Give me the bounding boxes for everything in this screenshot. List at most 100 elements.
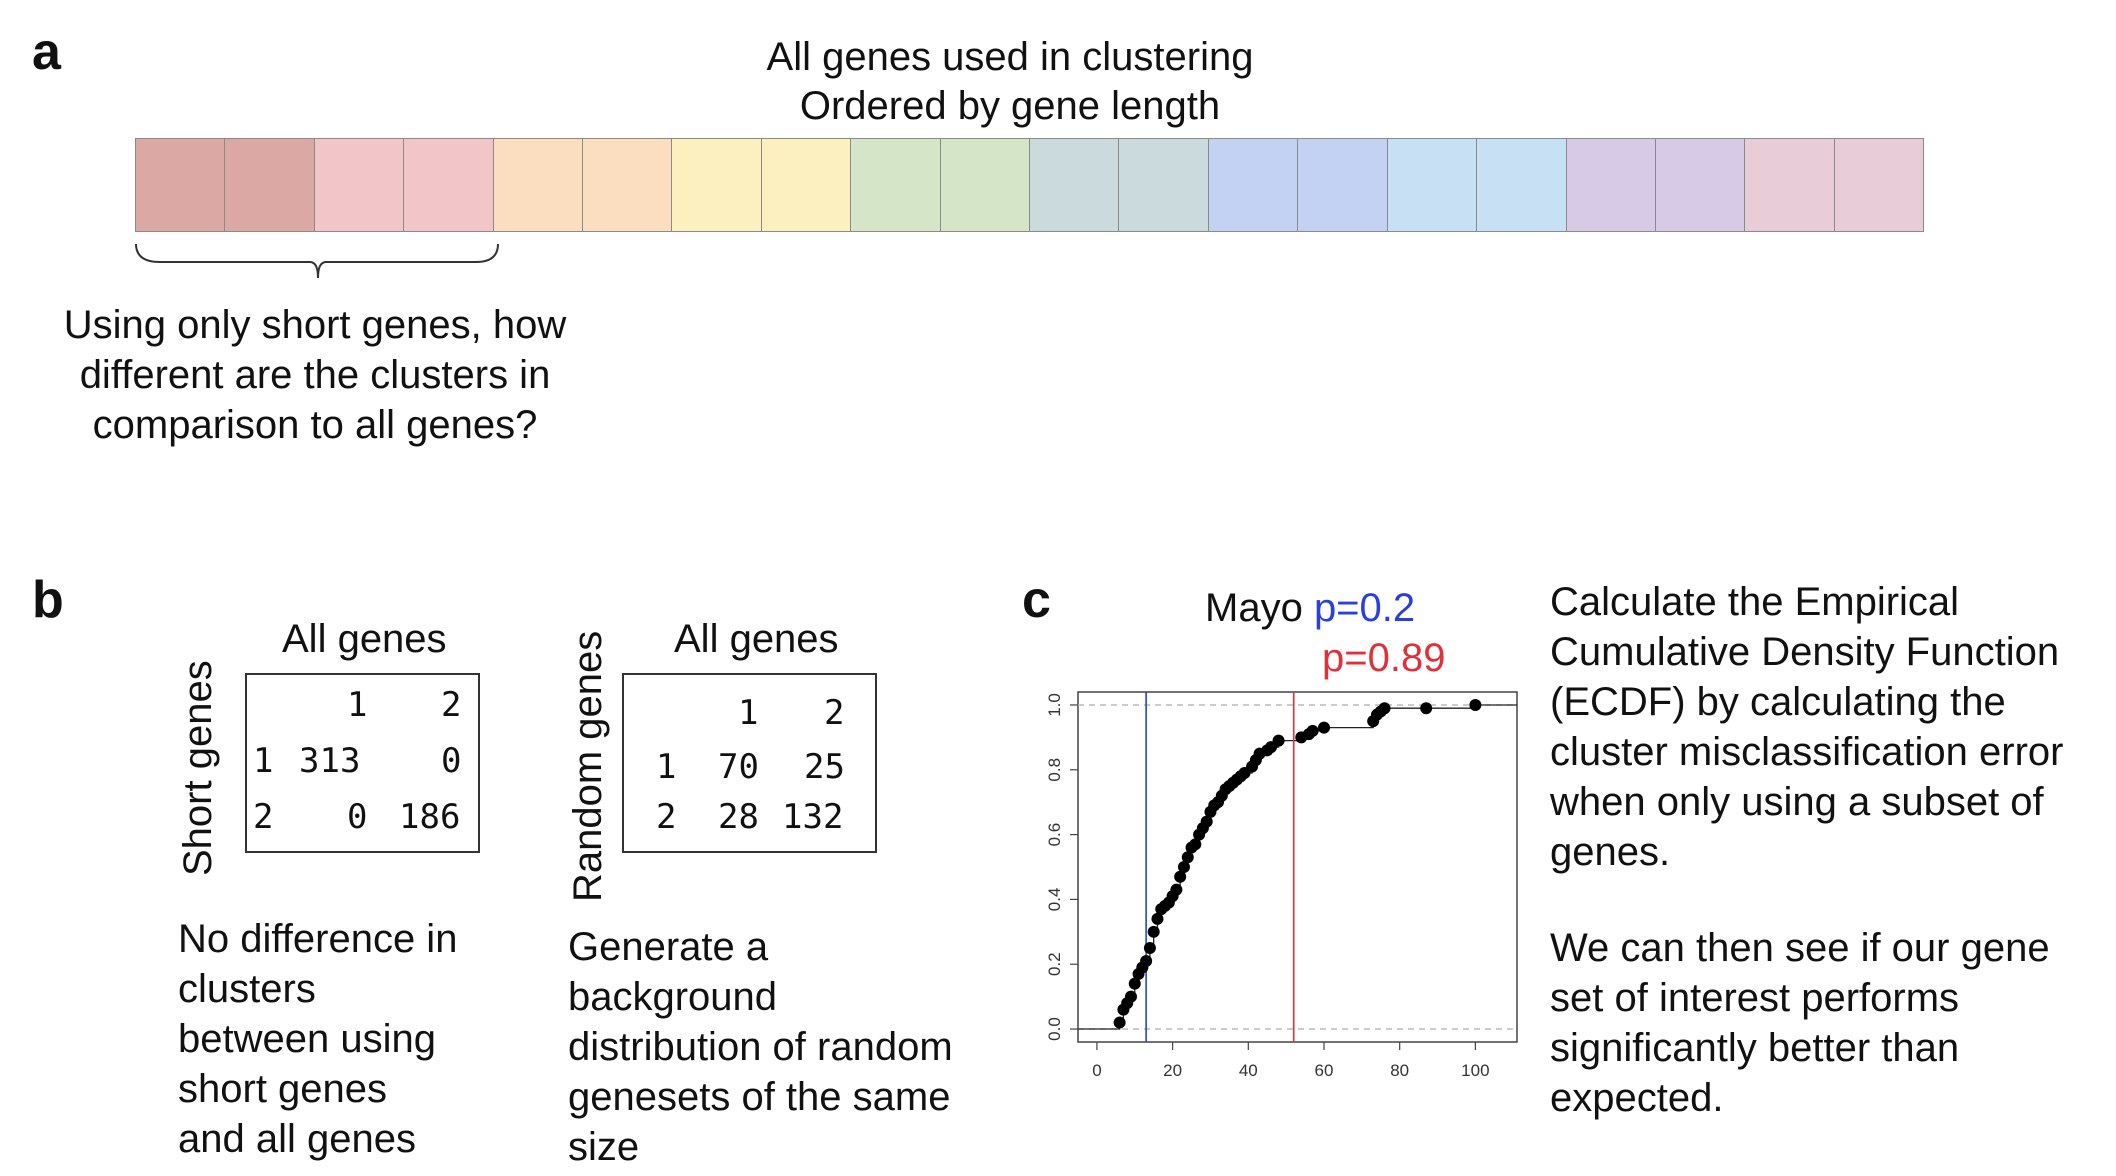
description2-line: significantly better than [1550,1026,1960,1070]
table2-row1-col2: 25 [804,747,845,787]
ecdf-point [1469,698,1482,711]
caption2-line: size [568,1125,640,1169]
table1-row1-col2: 0 [441,741,462,781]
description-line: cluster misclassification error [1550,730,2064,774]
table1-row1-col1: 313 [299,741,361,781]
ecdf-point [1128,977,1141,990]
gene-cell [1030,139,1120,231]
ecdf-plot: 0 20 40 60 80 100 0.0 0.2 0.4 0.6 0.8 1.0 [1045,691,1518,1080]
gene-length-strip [135,138,1924,232]
x-tick-label: 60 [1315,1061,1334,1080]
description2-line: set of interest performs [1550,976,1960,1020]
table2-row-title: Random genes [566,630,610,902]
panel-b-letter: b [32,571,64,629]
description-line: (ECDF) by calculating the [1550,680,2006,724]
gene-cell [1477,139,1567,231]
gene-cell [851,139,941,231]
gene-cell [672,139,762,231]
x-tick-label: 100 [1461,1061,1489,1080]
contingency-table-random-genes: 1 2 1 70 25 2 28 132 [622,673,877,853]
panel-a-title-line1: All genes used in clustering [766,35,1254,79]
p-value-blue: p=0.2 [1313,586,1416,630]
label-mayo: Mayo [1205,586,1303,630]
ecdf-point [1177,861,1190,873]
table1-row2-col1: 0 [347,797,368,837]
ecdf-point [1378,702,1391,715]
y-tick-label: 0.2 [1045,952,1064,976]
caption1-line: clusters [178,967,316,1011]
ecdf-point [1181,851,1194,864]
contingency-table-short-genes: 1 2 1 313 0 2 0 186 [245,673,480,853]
description2-line: expected. [1550,1076,1724,1120]
gene-cell [1745,139,1835,231]
table1-header-1: 1 [347,685,368,725]
gene-cell [1566,139,1656,231]
y-tick-label: 1.0 [1045,693,1064,717]
y-tick-label: 0.8 [1045,758,1064,782]
table2-header-2: 2 [824,693,845,733]
ecdf-point [1306,724,1319,737]
table1-row1-label: 1 [253,741,274,781]
gene-cell [314,139,405,231]
gene-cell [1387,139,1478,231]
gene-cell [940,139,1031,231]
table2-row2-col1: 28 [718,797,759,837]
ecdf-point [1151,912,1164,925]
panel-c-description: Calculate the Empirical Cumulative Densi… [1550,577,2063,877]
caption2-line: distribution of random [568,1025,953,1069]
y-tick-label: 0.4 [1045,888,1064,912]
table2-row2-label: 2 [656,797,677,837]
panel-a-letter: a [32,23,61,81]
panel-a-caption-line1: Using only short genes, how [63,303,567,347]
x-tick-label: 0 [1092,1061,1101,1080]
description-line: genes. [1550,830,1671,874]
caption2-line: genesets of the same [568,1075,951,1119]
table1-row2-label: 2 [253,797,274,837]
table2-col-title: All genes [674,617,839,661]
x-tick-label: 80 [1390,1061,1409,1080]
panel-c-description2: We can then see if our gene set of inter… [1550,923,2050,1123]
ecdf-point [1272,734,1285,747]
panel-a-title-line2: Ordered by gene length [799,84,1221,128]
ecdf-point [1170,883,1183,896]
ecdf-point [1147,925,1160,938]
table2-row1-label: 1 [656,747,677,787]
panel-b-caption1: No difference in clusters between using … [178,914,457,1164]
ecdf-point [1317,721,1330,734]
description-line: when only using a subset of [1550,780,2044,824]
plot-title: Mayo p=0.2 [1205,583,1415,633]
description-line: Calculate the Empirical [1550,580,1960,624]
panel-a-caption-line2: different are the clusters in [79,353,551,397]
ecdf-point [1143,942,1156,955]
ecdf-point [1174,870,1187,883]
y-tick-label: 0.6 [1045,823,1064,847]
caption1-line: between using [178,1017,436,1061]
table1-header-2: 2 [441,685,462,725]
table1-col-title: All genes [282,617,447,661]
table2-header-1: 1 [738,693,759,733]
caption1-line: and all genes [178,1117,416,1161]
plot-frame [1077,691,1518,1043]
panel-b-caption2: Generate a background distribution of ra… [568,922,953,1172]
ecdf-point [1140,954,1153,967]
gene-cell [1208,139,1299,231]
gene-cell [1655,139,1746,231]
gene-cell [1298,139,1388,231]
gene-cell [493,139,584,231]
caption2-line: Generate a [568,925,769,969]
ecdf-point [1189,838,1202,851]
caption1-line: short genes [178,1067,388,1111]
gene-cell [404,139,494,231]
gene-cell [136,139,226,231]
gene-cell [1834,139,1924,231]
ecdf-step-line [1078,704,1517,1030]
panel-a-caption-line3: comparison to all genes? [92,403,538,447]
description-line: Cumulative Density Function [1550,630,2060,674]
y-tick-label: 0.0 [1045,1017,1064,1041]
table1-row2-col2: 186 [399,797,461,837]
ecdf-point [1420,702,1433,715]
gene-cell [1119,139,1209,231]
table1-row-title: Short genes [176,660,220,876]
gene-cell [583,139,673,231]
short-genes-brace [135,243,499,279]
